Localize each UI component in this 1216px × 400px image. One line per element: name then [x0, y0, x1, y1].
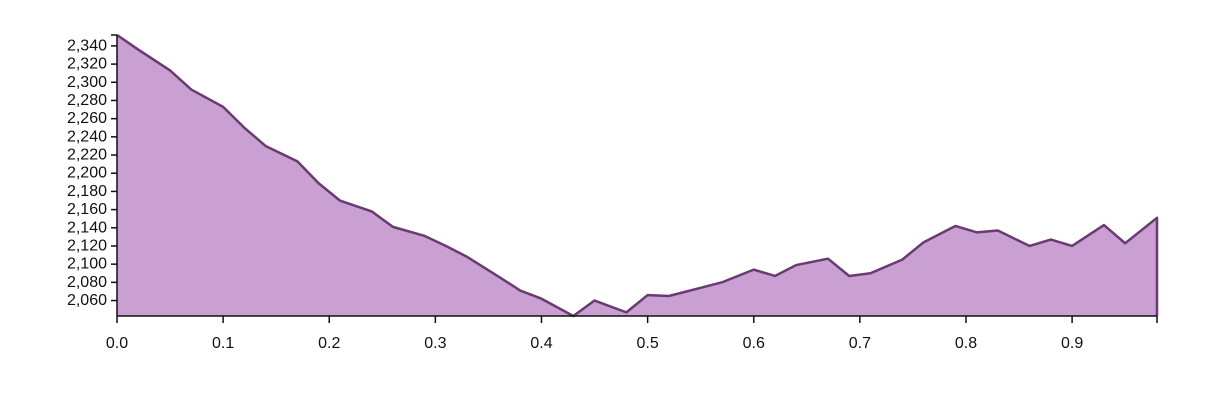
x-tick-label: 0.8 [955, 335, 977, 352]
y-tick-label: 2,100 [67, 256, 107, 273]
y-tick-label: 2,180 [67, 183, 107, 200]
y-tick-label: 2,120 [67, 237, 107, 254]
x-ticks: 0.0 0.1 0.2 0.3 0.4 0.5 0.6 0.7 0.8 0.9 [106, 316, 1158, 352]
x-tick-label: 0.0 [106, 335, 128, 352]
x-tick-label: 0.2 [318, 335, 340, 352]
x-tick-label: 0.6 [743, 335, 765, 352]
y-tick-label: 2,060 [67, 292, 107, 309]
y-tick-label: 2,240 [67, 128, 107, 145]
y-tick-label: 2,340 [67, 37, 107, 54]
y-tick-label: 2,280 [67, 92, 107, 109]
y-tick-label: 2,160 [67, 201, 107, 218]
y-tick-label: 2,300 [67, 74, 107, 91]
y-tick-label: 2,220 [67, 147, 107, 164]
x-tick-label: 0.1 [212, 335, 234, 352]
series-line [116, 33, 1159, 318]
y-tick-label: 2,320 [67, 56, 107, 73]
y-tick-label: 2,080 [67, 274, 107, 291]
area-fill [117, 35, 1157, 316]
x-axis: 0.0 0.1 0.2 0.3 0.4 0.5 0.6 0.7 0.8 0.9 [106, 315, 1158, 352]
x-tick-label: 0.3 [424, 335, 446, 352]
x-tick-label: 0.9 [1061, 335, 1083, 352]
y-tick-label: 2,140 [67, 219, 107, 236]
y-tick-label: 2,200 [67, 165, 107, 182]
x-tick-label: 0.4 [530, 335, 552, 352]
x-tick-label: 0.7 [849, 335, 871, 352]
x-tick-label: 0.5 [636, 335, 658, 352]
y-tick-label: 2,260 [67, 110, 107, 127]
